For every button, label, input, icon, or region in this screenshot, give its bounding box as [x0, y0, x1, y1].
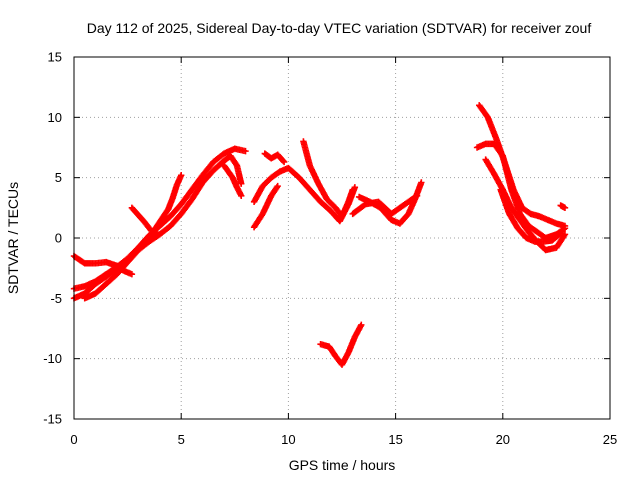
y-tick-label: 5 — [55, 170, 62, 185]
x-tick-label: 10 — [281, 432, 295, 447]
x-tick-label: 0 — [70, 432, 77, 447]
series-arc-18 — [497, 186, 564, 245]
data-point — [349, 186, 356, 193]
data-point — [561, 225, 569, 232]
data-point — [560, 226, 567, 233]
data-point — [561, 204, 569, 212]
series-arc-13 — [349, 192, 421, 218]
y-tick-label: -5 — [50, 291, 62, 306]
data-point — [279, 157, 287, 165]
data-point — [128, 271, 136, 278]
data-point — [557, 229, 564, 237]
data-point — [147, 226, 154, 233]
y-tick-label: 15 — [48, 50, 62, 65]
data-point — [280, 158, 288, 166]
y-tick-label: -15 — [43, 412, 62, 427]
series-arc-11 — [300, 138, 356, 220]
x-axis-label: GPS time / hours — [289, 457, 396, 473]
series-arc-10 — [261, 150, 288, 166]
x-tick-label: 25 — [603, 432, 617, 447]
y-tick-label: -10 — [43, 351, 62, 366]
data-point — [418, 179, 425, 186]
x-tick-label: 5 — [178, 432, 185, 447]
data-point — [358, 321, 365, 329]
data-point — [273, 184, 281, 191]
x-tick-label: 20 — [496, 432, 510, 447]
chart-title: Day 112 of 2025, Sidereal Day-to-day VTE… — [87, 20, 592, 36]
data-point — [412, 193, 420, 200]
series-arc-6 — [152, 172, 185, 232]
plot-frame — [73, 56, 611, 420]
data-point — [274, 182, 281, 190]
data-point — [560, 232, 568, 239]
series-arc-9 — [250, 182, 281, 231]
data-point — [238, 180, 245, 187]
series-arc-8 — [250, 164, 359, 225]
series-arc-4 — [81, 228, 159, 302]
series-arc-5 — [128, 204, 155, 234]
x-tick-label: 15 — [388, 432, 402, 447]
series-arc-7 — [220, 162, 245, 199]
data-point — [238, 192, 245, 199]
data-point — [242, 147, 249, 155]
series-arc-16 — [473, 140, 569, 242]
data-point — [561, 231, 569, 238]
data-point — [556, 230, 563, 238]
data-point — [147, 227, 155, 234]
data-point — [151, 229, 158, 237]
data-points — [70, 102, 569, 368]
data-point — [413, 192, 421, 199]
y-tick-label: 10 — [48, 110, 62, 125]
grid — [74, 57, 610, 419]
y-tick-label: 0 — [55, 231, 62, 246]
series-arc-14 — [317, 321, 365, 368]
ticks: 0 5 10 15 20 25 -15 -10 -5 0 5 10 15 — [43, 50, 617, 448]
y-axis-label: SDTVAR / TECUs — [5, 182, 21, 294]
data-point — [178, 172, 185, 179]
series-arc-19 — [557, 202, 569, 212]
